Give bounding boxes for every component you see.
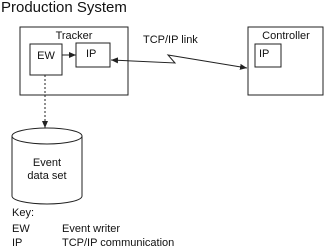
store-label: data set [27, 170, 66, 182]
ew-box [29, 43, 63, 76]
key-desc: TCP/IP communication [62, 237, 174, 249]
cylinder [11, 136, 83, 205]
ip-label: IP [259, 48, 269, 60]
key-code: IP [12, 237, 22, 249]
ip-box [254, 43, 282, 68]
ew-label: EW [37, 50, 55, 62]
key-desc: Event writer [62, 223, 120, 235]
key-title: Key: [12, 207, 34, 219]
title: Production System [1, 0, 127, 16]
link-arrow [110, 54, 248, 70]
cylinder-top [11, 127, 83, 145]
ip-label: IP [86, 48, 96, 60]
tracker-label: Tracker [56, 30, 93, 42]
ip-box [75, 42, 111, 68]
store-label: Event [33, 157, 61, 169]
link-label: TCP/IP link [143, 34, 198, 46]
controller-label: Controller [262, 30, 310, 42]
key-code: EW [12, 223, 30, 235]
